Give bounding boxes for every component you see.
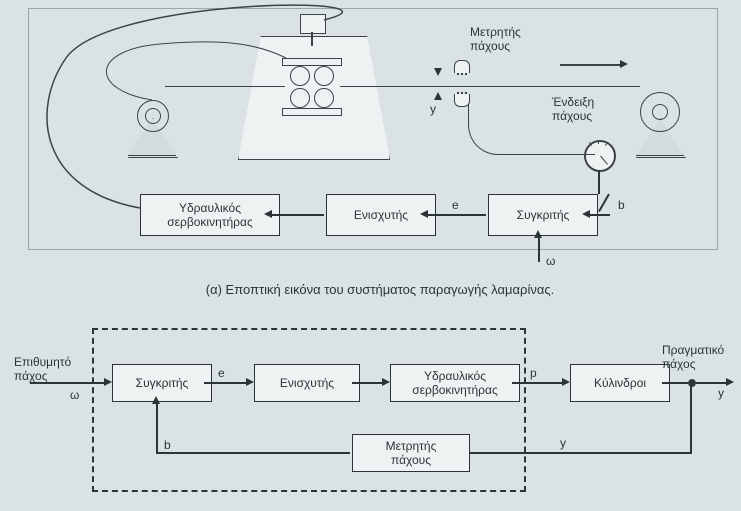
p-label: p [530, 366, 537, 380]
b-label-b: b [164, 438, 171, 452]
servo-box-a: Υδραυλικός σερβοκινητήρας [140, 194, 280, 236]
caption-a: (α) Εποπτική εικόνα του συστήματος παραγ… [150, 282, 610, 297]
input-label: Επιθυμητό πάχος [14, 356, 84, 384]
y-feedback-label: y [560, 436, 566, 450]
e-label-b: e [218, 366, 225, 380]
e-label-a: e [452, 198, 459, 212]
output-label: Πραγματικό πάχος [662, 344, 741, 372]
thickness-meas-box: Μετρητής πάχους [352, 434, 470, 472]
comparator-box-b: Συγκριτής [112, 364, 212, 402]
amplifier-box-b: Ενισχυτής [254, 364, 360, 402]
hydraulic-hose [0, 0, 741, 300]
omega-label-a: ω [546, 254, 555, 268]
b-label-a: b [618, 198, 625, 212]
schematic-panel: Μετρητής πάχους y Ένδειξη πάχους Υδραυλι… [0, 0, 741, 300]
cylinders-box: Κύλινδροι [570, 364, 670, 402]
input-symbol: ω [70, 388, 79, 402]
output-symbol: y [718, 386, 724, 400]
block-diagram-panel: Επιθυμητό πάχος ω Συγκριτής e Ενισχυτής … [0, 320, 741, 500]
servo-box-b: Υδραυλικός σερβοκινητήρας [390, 364, 520, 402]
